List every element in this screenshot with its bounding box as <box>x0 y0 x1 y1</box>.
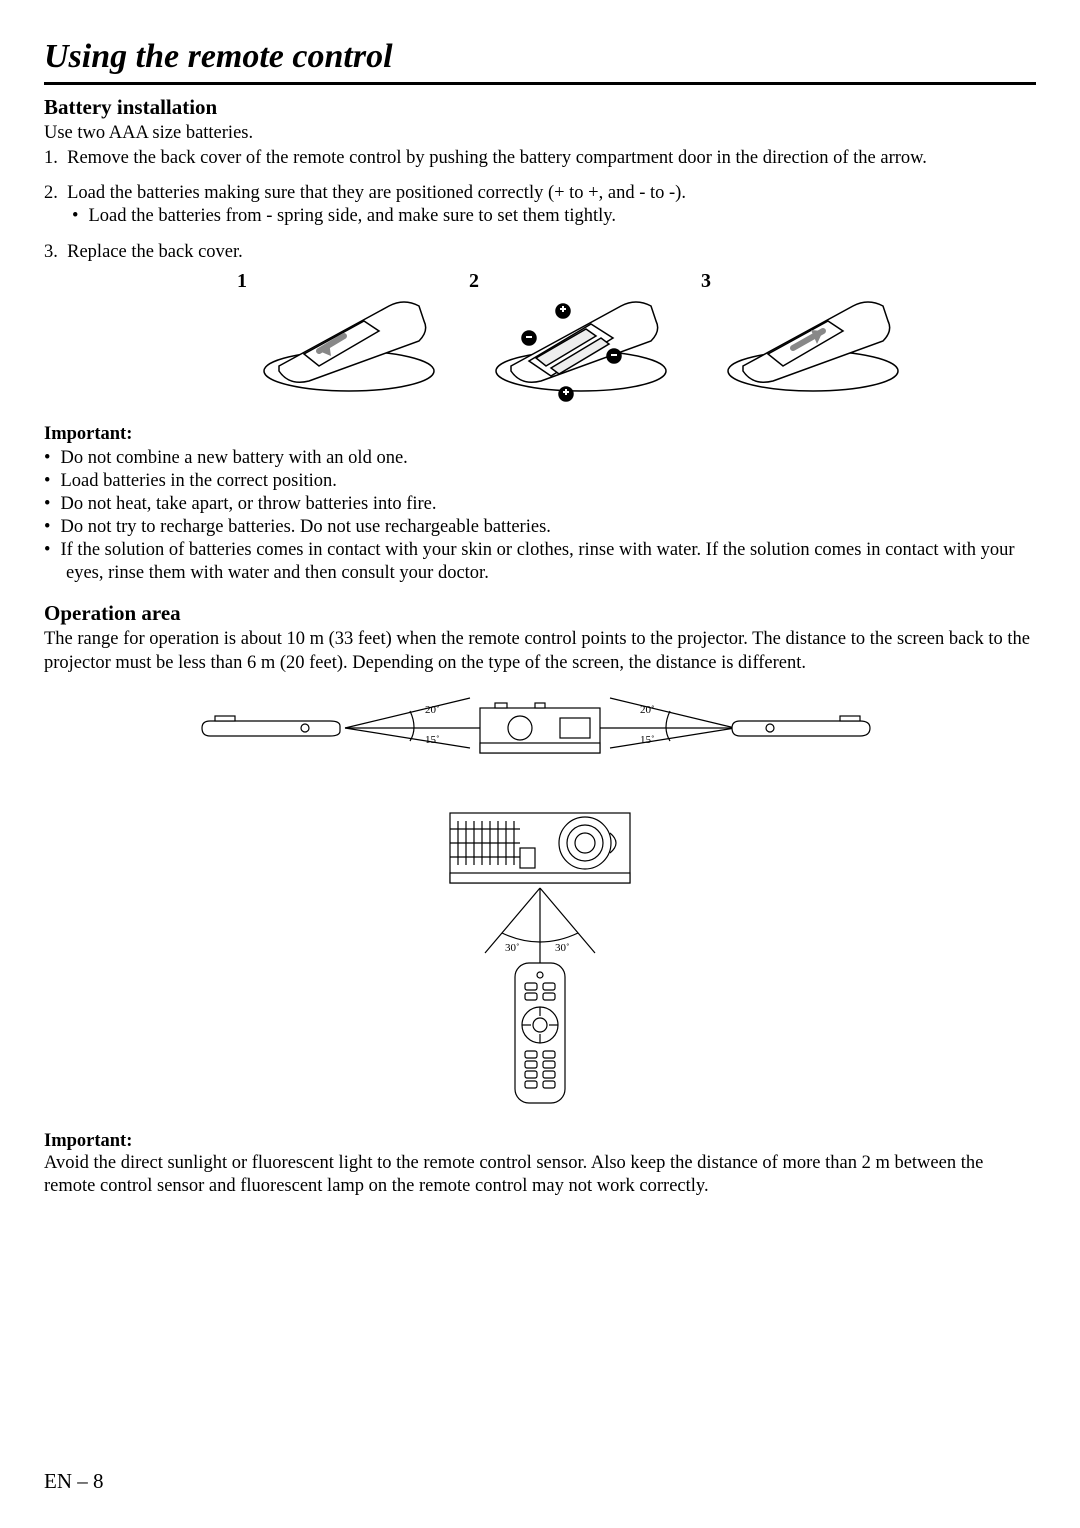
step-1: 1. Remove the back cover of the remote c… <box>44 147 1036 170</box>
step-num: 2. <box>44 183 58 203</box>
figure-2: 2 <box>469 276 681 406</box>
imp-item: Do not try to recharge batteries. Do not… <box>44 516 1036 539</box>
projector-front-angle-diagram: 30˚ 30˚ <box>390 803 690 1113</box>
step-3: 3. Replace the back cover. <box>44 241 1036 264</box>
angle-label: 15˚ <box>425 734 440 746</box>
battery-steps: 1. Remove the back cover of the remote c… <box>44 147 1036 264</box>
operation-text: The range for operation is about 10 m (3… <box>44 628 1036 674</box>
step-2-sub: Load the batteries from - spring side, a… <box>72 205 1036 228</box>
figure-1: 1 <box>237 276 449 406</box>
angle-label: 30˚ <box>505 942 520 954</box>
operation-important-label: Important: <box>44 1131 1036 1152</box>
battery-heading: Battery installation <box>44 95 1036 120</box>
angle-label: 15˚ <box>640 734 655 746</box>
battery-important-list: Do not combine a new battery with an old… <box>44 447 1036 586</box>
fig-label: 2 <box>469 270 479 293</box>
imp-item: Do not heat, take apart, or throw batter… <box>44 493 1036 516</box>
angle-label: 20˚ <box>425 704 440 716</box>
battery-important-label: Important: <box>44 424 1036 445</box>
remote-load-batteries-icon <box>481 276 681 406</box>
step-text: Replace the back cover. <box>67 242 243 262</box>
fig-label: 1 <box>237 270 247 293</box>
step-num: 1. <box>44 148 58 168</box>
imp-item: If the solution of batteries comes in co… <box>44 539 1036 585</box>
page-title: Using the remote control <box>44 38 1036 85</box>
operation-important-text: Avoid the direct sunlight or fluorescent… <box>44 1152 1036 1198</box>
fig-label: 3 <box>701 270 711 293</box>
projector-side-angle-diagram: 20˚ 15˚ 20˚ 15˚ <box>180 683 900 803</box>
figure-3: 3 <box>701 276 913 406</box>
remote-back-remove-icon <box>249 276 449 396</box>
imp-item: Do not combine a new battery with an old… <box>44 447 1036 470</box>
operation-heading: Operation area <box>44 601 1036 626</box>
battery-intro: Use two AAA size batteries. <box>44 122 1036 145</box>
step-text: Load the batteries making sure that they… <box>67 183 686 203</box>
imp-item: Load batteries in the correct position. <box>44 470 1036 493</box>
page-number: EN – 8 <box>44 1469 104 1494</box>
angle-label: 20˚ <box>640 704 655 716</box>
step-text: Remove the back cover of the remote cont… <box>67 148 927 168</box>
step-2: 2. Load the batteries making sure that t… <box>44 182 1036 228</box>
step-num: 3. <box>44 242 58 262</box>
remote-back-replace-icon <box>713 276 913 396</box>
battery-figures: 1 2 <box>44 276 1036 406</box>
angle-label: 30˚ <box>555 942 570 954</box>
operation-diagrams: 20˚ 15˚ 20˚ 15˚ <box>44 683 1036 1113</box>
